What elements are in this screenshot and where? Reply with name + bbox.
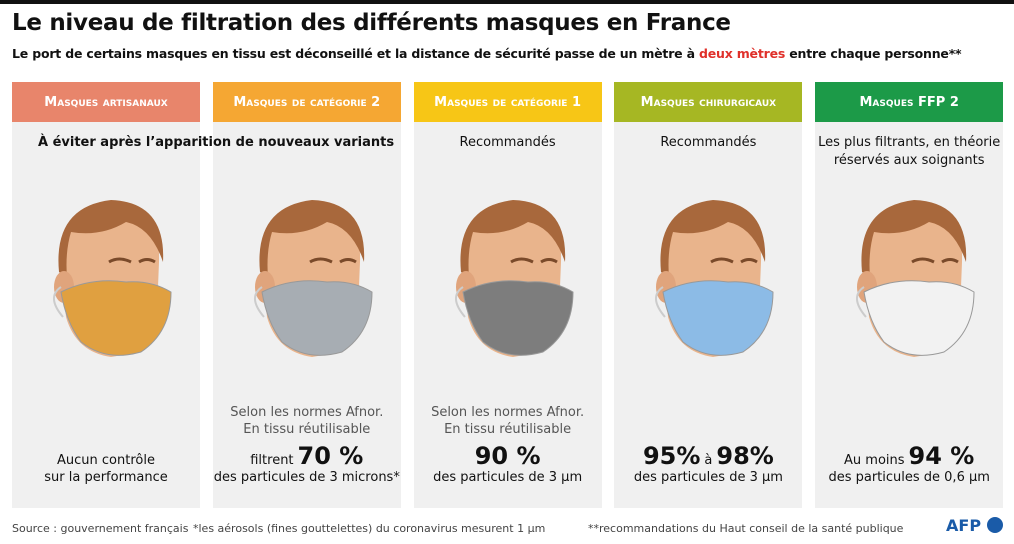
figure-text: filtrent (250, 453, 294, 468)
filtration-figure: Au moins 94 % (815, 444, 1003, 469)
column: Masques chirurgicaux Recommandés 95% à 98% d… (614, 82, 803, 508)
caption-line: Aucun contrôle (57, 453, 155, 468)
top-note: Recommandés (414, 134, 602, 152)
source: Source : gouvernement français (12, 522, 189, 535)
standard-note-line: En tissu réutilisable (444, 422, 572, 437)
standard-note-line: Selon les normes Afnor. (431, 405, 585, 420)
top-note-line: Recommandés (459, 135, 556, 150)
face-illustration (856, 200, 975, 357)
bottom-text: Selon les normes Afnor. En tissu réutilis… (213, 404, 401, 486)
figure-value: 98% (716, 442, 774, 470)
footnote: *les aérosols (fines gouttelettes) du co… (193, 522, 546, 535)
top-note: Recommandés (614, 134, 802, 152)
top-note: Les plus filtrants, en théorie réservés a… (815, 134, 1003, 170)
caption-line: des particules de 0,6 µm (828, 470, 990, 485)
face-illustration (53, 200, 172, 357)
figure-value: 70 % (297, 442, 364, 470)
subtitle: Le port de certains masques en tissu est… (12, 46, 962, 61)
top-note-line: À éviter après l’apparition de nouveaux … (38, 135, 395, 150)
caption-line: sur la performance (44, 470, 168, 485)
filtration-figure: filtrent 70 % (213, 444, 401, 469)
bottom-text: Aucun contrôle sur la performance (12, 452, 200, 486)
caption-line: des particules de 3 µm (433, 470, 583, 485)
top-note-line: réservés aux soignants (833, 153, 985, 168)
caption-line: des particules de 3 microns* (213, 470, 400, 485)
column-header: Masques FFP 2 (815, 82, 1004, 122)
column-header: Masques chirurgicaux (614, 82, 803, 122)
filtration-figure: 95% à 98% (614, 444, 802, 469)
figure-text: à (704, 453, 713, 468)
figure-value: 94 % (908, 442, 975, 470)
face-illustration (454, 200, 574, 357)
top-note-line: Recommandés (660, 135, 757, 150)
logo-text: AFP (946, 516, 982, 535)
bottom-text: Au moins 94 % des particules de 0,6 µm (815, 444, 1003, 486)
face (834, 192, 984, 366)
face (433, 192, 583, 366)
filtration-figure: 90 % (414, 444, 602, 469)
footnote: **recommandations du Haut conseil de la … (588, 522, 904, 535)
logo: AFP (946, 516, 1003, 535)
column: Masques de catégorie 2 Selon les normes … (212, 82, 401, 508)
column-header: Masques de catégorie 2 (212, 82, 401, 122)
face (31, 192, 181, 366)
top-rule (0, 0, 1014, 4)
bottom-text: Selon les normes Afnor. En tissu réutilis… (414, 404, 602, 486)
title: Le niveau de filtration des différents m… (12, 10, 731, 36)
face-illustration (655, 200, 774, 357)
subtitle-highlight: deux mètres (698, 46, 786, 61)
face (232, 192, 382, 366)
figure-value: 90 % (474, 442, 541, 470)
logo-dot (986, 517, 1003, 533)
subtitle-text: Le port de certains masques en tissu est… (12, 46, 695, 61)
standard-note-line: En tissu réutilisable (243, 422, 371, 437)
standard-note-line: Selon les normes Afnor. (230, 405, 384, 420)
figure-text: Au moins (844, 453, 905, 468)
face-illustration (253, 200, 373, 357)
standard-note: Selon les normes Afnor. En tissu réutilis… (213, 404, 401, 438)
subtitle-text: entre chaque personne** (789, 46, 962, 61)
bottom-text: 95% à 98% des particules de 3 µm (614, 444, 802, 486)
standard-note: Selon les normes Afnor. En tissu réutilis… (414, 404, 602, 438)
column: Masques FFP 2 Les plus filtrants, en théo… (815, 82, 1004, 508)
top-note: À éviter après l’apparition de nouveaux … (38, 134, 395, 152)
figure-value: 95% (642, 442, 701, 470)
column-header: Masques de catégorie 1 (413, 82, 602, 122)
column: Masques de catégorie 1 Recommandés Selon … (413, 82, 602, 508)
top-note-line: Les plus filtrants, en théorie (818, 135, 1001, 150)
column: Masques artisanaux À éviter après l’appar… (12, 82, 394, 508)
column-header: Masques artisanaux (12, 82, 200, 122)
caption-line: des particules de 3 µm (633, 470, 783, 485)
face (633, 192, 783, 366)
